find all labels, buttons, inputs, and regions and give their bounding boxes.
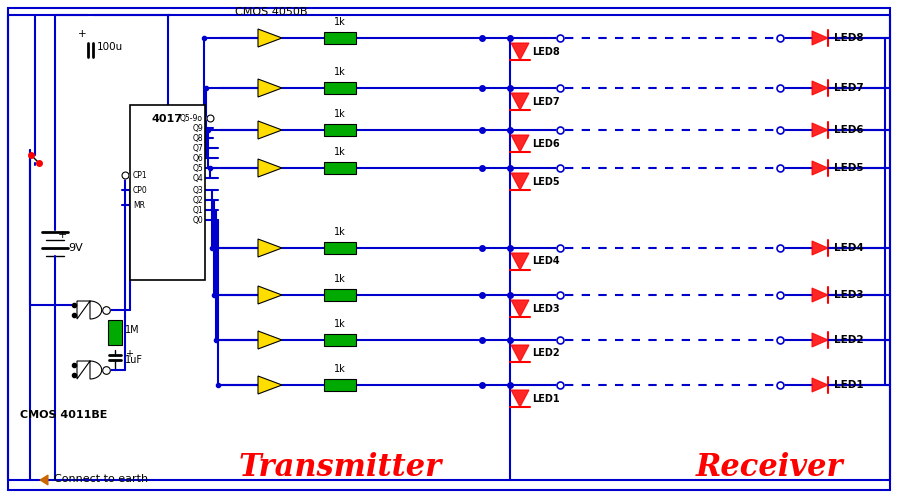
Text: LED1: LED1 (532, 393, 559, 403)
Text: 1k: 1k (334, 319, 346, 329)
Text: LED8: LED8 (532, 46, 559, 56)
Text: Q2: Q2 (192, 196, 203, 205)
Text: Q4: Q4 (192, 174, 203, 183)
Polygon shape (812, 378, 828, 392)
Text: +: + (78, 29, 86, 39)
Text: +: + (125, 349, 133, 359)
Polygon shape (77, 361, 101, 379)
Text: 1k: 1k (334, 227, 346, 237)
Polygon shape (258, 29, 282, 47)
Polygon shape (258, 239, 282, 257)
Polygon shape (812, 123, 828, 137)
Polygon shape (40, 475, 48, 485)
Polygon shape (258, 79, 282, 97)
Bar (324, 82, 356, 94)
Bar (324, 379, 356, 391)
Text: 1k: 1k (334, 17, 346, 27)
Text: Q1: Q1 (192, 206, 203, 214)
Bar (108, 320, 122, 345)
Text: LED5: LED5 (834, 163, 864, 173)
Text: LED2: LED2 (834, 335, 864, 345)
Text: LED6: LED6 (532, 138, 559, 148)
Text: LED5: LED5 (532, 177, 559, 187)
Text: Q3: Q3 (192, 186, 203, 195)
Polygon shape (511, 135, 529, 152)
Polygon shape (812, 31, 828, 45)
Polygon shape (258, 376, 282, 394)
Polygon shape (511, 43, 529, 60)
Polygon shape (812, 288, 828, 302)
Bar (324, 32, 356, 44)
Polygon shape (258, 159, 282, 177)
Polygon shape (511, 253, 529, 270)
Polygon shape (511, 300, 529, 317)
Text: Q8: Q8 (192, 133, 203, 142)
Text: CMOS 4011BE: CMOS 4011BE (20, 410, 108, 420)
Bar (324, 124, 356, 136)
Text: LED7: LED7 (532, 97, 559, 107)
Text: CMOS 4050B: CMOS 4050B (235, 7, 307, 17)
Polygon shape (812, 81, 828, 95)
Polygon shape (77, 301, 101, 319)
Polygon shape (511, 173, 529, 190)
Text: LED1: LED1 (834, 380, 864, 390)
Text: 9V: 9V (68, 243, 83, 253)
Polygon shape (258, 121, 282, 139)
Text: 1k: 1k (334, 364, 346, 374)
Text: Q7: Q7 (192, 143, 203, 152)
Text: Receiver: Receiver (696, 453, 844, 483)
Bar (324, 162, 356, 174)
Text: LED8: LED8 (834, 33, 864, 43)
Text: CP1: CP1 (133, 171, 147, 180)
Text: LED3: LED3 (532, 303, 559, 313)
Text: 1k: 1k (334, 274, 346, 284)
Text: MR: MR (133, 201, 145, 210)
Polygon shape (258, 286, 282, 304)
Text: Connect to earth: Connect to earth (54, 474, 148, 484)
Text: CP0: CP0 (133, 186, 148, 195)
Text: 1k: 1k (334, 67, 346, 77)
Polygon shape (511, 345, 529, 362)
Text: 1uF: 1uF (125, 355, 143, 365)
Text: 1k: 1k (334, 147, 346, 157)
Polygon shape (511, 93, 529, 110)
Text: Transmitter: Transmitter (238, 453, 442, 483)
Text: Q0: Q0 (192, 215, 203, 224)
Bar (130, 105, 205, 280)
Text: Q6: Q6 (192, 153, 203, 162)
Bar (324, 334, 356, 346)
Text: 100u: 100u (97, 42, 123, 52)
Bar (324, 289, 356, 301)
Polygon shape (511, 390, 529, 407)
Text: LED6: LED6 (834, 125, 864, 135)
Text: LED3: LED3 (834, 290, 864, 300)
Polygon shape (258, 331, 282, 349)
Text: Q9: Q9 (192, 124, 203, 132)
Text: 4017: 4017 (152, 114, 183, 124)
Text: LED4: LED4 (834, 243, 864, 253)
Text: Q5: Q5 (192, 163, 203, 173)
Polygon shape (812, 161, 828, 175)
Text: Q5-9o: Q5-9o (180, 114, 203, 123)
Text: +: + (58, 230, 67, 240)
Text: LED2: LED2 (532, 349, 559, 359)
Bar (324, 242, 356, 254)
Text: 1k: 1k (334, 109, 346, 119)
Text: 1M: 1M (125, 325, 139, 335)
Polygon shape (812, 241, 828, 255)
Text: LED7: LED7 (834, 83, 864, 93)
Polygon shape (812, 333, 828, 347)
Text: LED4: LED4 (532, 257, 559, 267)
